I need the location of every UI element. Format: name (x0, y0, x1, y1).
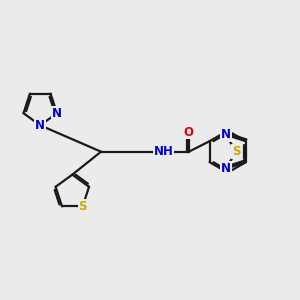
Text: O: O (184, 126, 194, 139)
Text: S: S (78, 200, 87, 213)
Text: S: S (232, 145, 240, 158)
Text: N: N (221, 162, 231, 175)
Text: N: N (221, 128, 231, 141)
Text: N: N (35, 119, 45, 132)
Text: NH: NH (154, 145, 173, 158)
Text: N: N (52, 107, 62, 120)
